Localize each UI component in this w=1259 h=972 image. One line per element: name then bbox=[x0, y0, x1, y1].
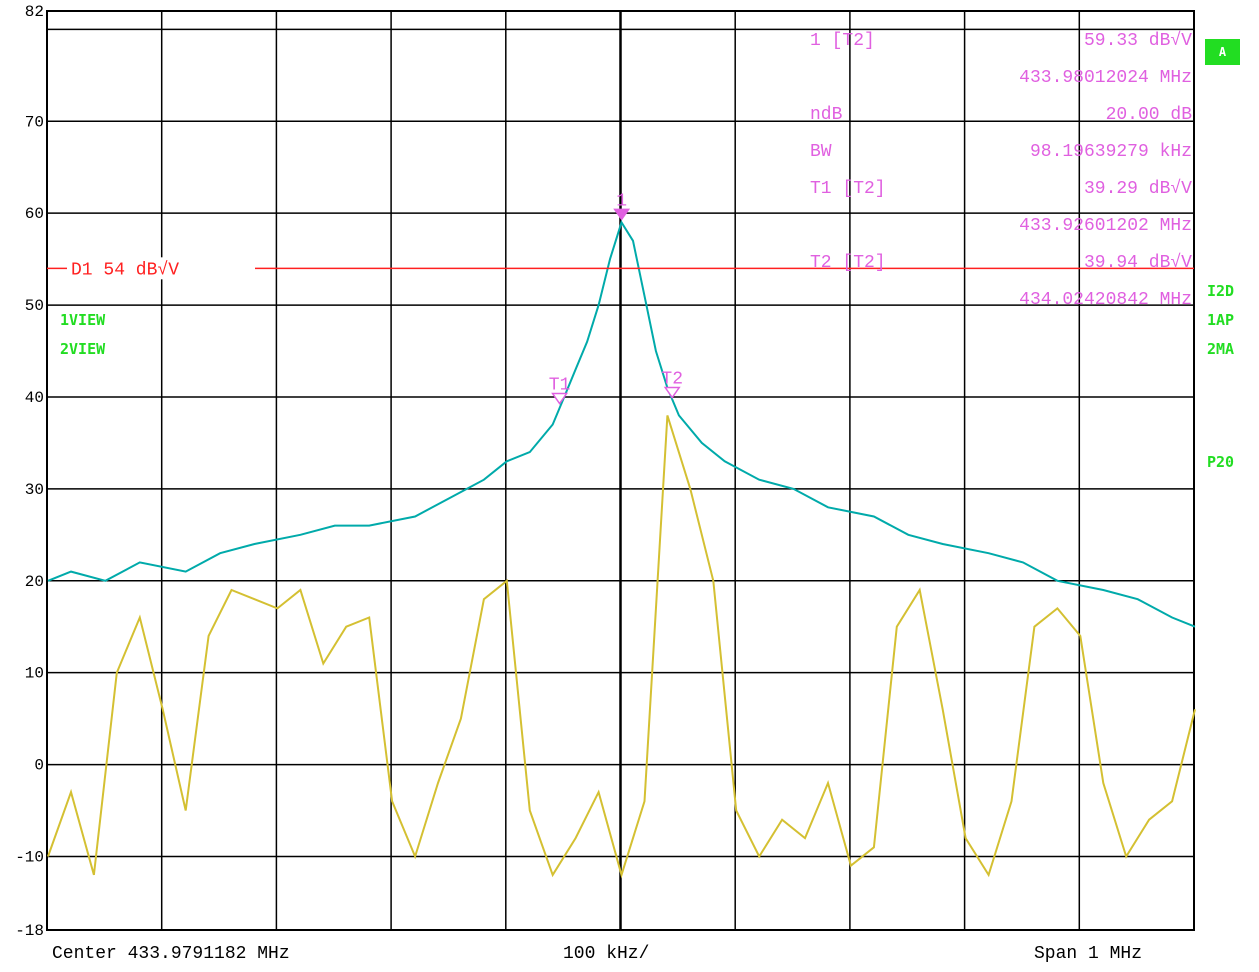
y-tick-label: 10 bbox=[25, 665, 44, 683]
marker-info-value: 433.98012024 MHz bbox=[1019, 68, 1192, 88]
marker-info-value: 20.00 dB bbox=[1106, 105, 1193, 125]
frequency-span: Span 1 MHz bbox=[1034, 944, 1143, 964]
y-tick-label: 0 bbox=[34, 757, 44, 775]
side-label-p20: P20 bbox=[1207, 453, 1235, 471]
marker-info-value: 433.92601202 MHz bbox=[1019, 216, 1192, 236]
y-tick-label: 50 bbox=[25, 297, 44, 315]
y-tick-label: 70 bbox=[25, 113, 44, 131]
marker-t1-label: T1 bbox=[549, 376, 571, 396]
display-line-label: D1 54 dB√V bbox=[71, 259, 179, 280]
frequency-per-division: 100 kHz/ bbox=[563, 944, 650, 964]
marker-info-label: T2 [T2] bbox=[810, 253, 886, 273]
marker-1-icon bbox=[613, 208, 631, 221]
markers: 1 T1 T2 bbox=[549, 191, 683, 405]
side-label-i2d: I2D bbox=[1207, 282, 1235, 300]
plot-grid bbox=[46, 10, 1195, 931]
marker-info-value: 39.29 dB√V bbox=[1084, 178, 1192, 199]
trace-label-2view: 2VIEW bbox=[60, 340, 106, 358]
y-tick-label: 20 bbox=[25, 573, 44, 591]
marker-info-value: 434.02420842 MHz bbox=[1019, 290, 1192, 310]
y-tick-label: 40 bbox=[25, 389, 44, 407]
marker-info-label: ndB bbox=[810, 105, 843, 125]
y-tick-label: 30 bbox=[25, 481, 44, 499]
side-label-2ma: 2MA bbox=[1207, 340, 1235, 358]
display-line: D1 54 dB√V bbox=[47, 257, 1194, 280]
trace-label-1view: 1VIEW bbox=[60, 311, 106, 329]
marker-t2-icon bbox=[663, 386, 681, 399]
marker-t1-icon bbox=[551, 392, 569, 405]
y-tick-label: 82 bbox=[25, 3, 44, 21]
marker-1-label: 1 bbox=[616, 191, 627, 211]
marker-info: 1 [T2] 59.33 dB√V 433.98012024 MHz ndB 20.00… bbox=[810, 30, 1192, 310]
y-tick-labels: 82 70 60 50 40 30 20 10 0 -10 -18 bbox=[15, 3, 44, 940]
y-tick-label: -10 bbox=[15, 848, 44, 866]
y-tick-label: -18 bbox=[15, 922, 44, 940]
display-line-label-bg bbox=[67, 257, 255, 280]
marker-info-label: BW bbox=[810, 142, 832, 162]
marker-info-label: T1 [T2] bbox=[810, 179, 886, 199]
trace-2view bbox=[47, 415, 1196, 879]
trace-labels: 1VIEW 2VIEW bbox=[60, 311, 106, 358]
center-frequency: Center 433.9791182 MHz bbox=[52, 944, 290, 964]
trace-1view bbox=[47, 220, 1196, 628]
marker-info-label: 1 [T2] bbox=[810, 31, 875, 51]
traces bbox=[47, 220, 1196, 879]
marker-info-value: 59.33 dB√V bbox=[1084, 30, 1192, 51]
marker-info-value: 39.94 dB√V bbox=[1084, 252, 1192, 273]
marker-t2-label: T2 bbox=[661, 370, 683, 390]
y-tick-label: 60 bbox=[25, 205, 44, 223]
marker-info-value: 98.19639279 kHz bbox=[1030, 142, 1192, 162]
side-label-1ap: 1AP bbox=[1207, 311, 1235, 329]
trace-a-badge: A bbox=[1205, 39, 1240, 65]
